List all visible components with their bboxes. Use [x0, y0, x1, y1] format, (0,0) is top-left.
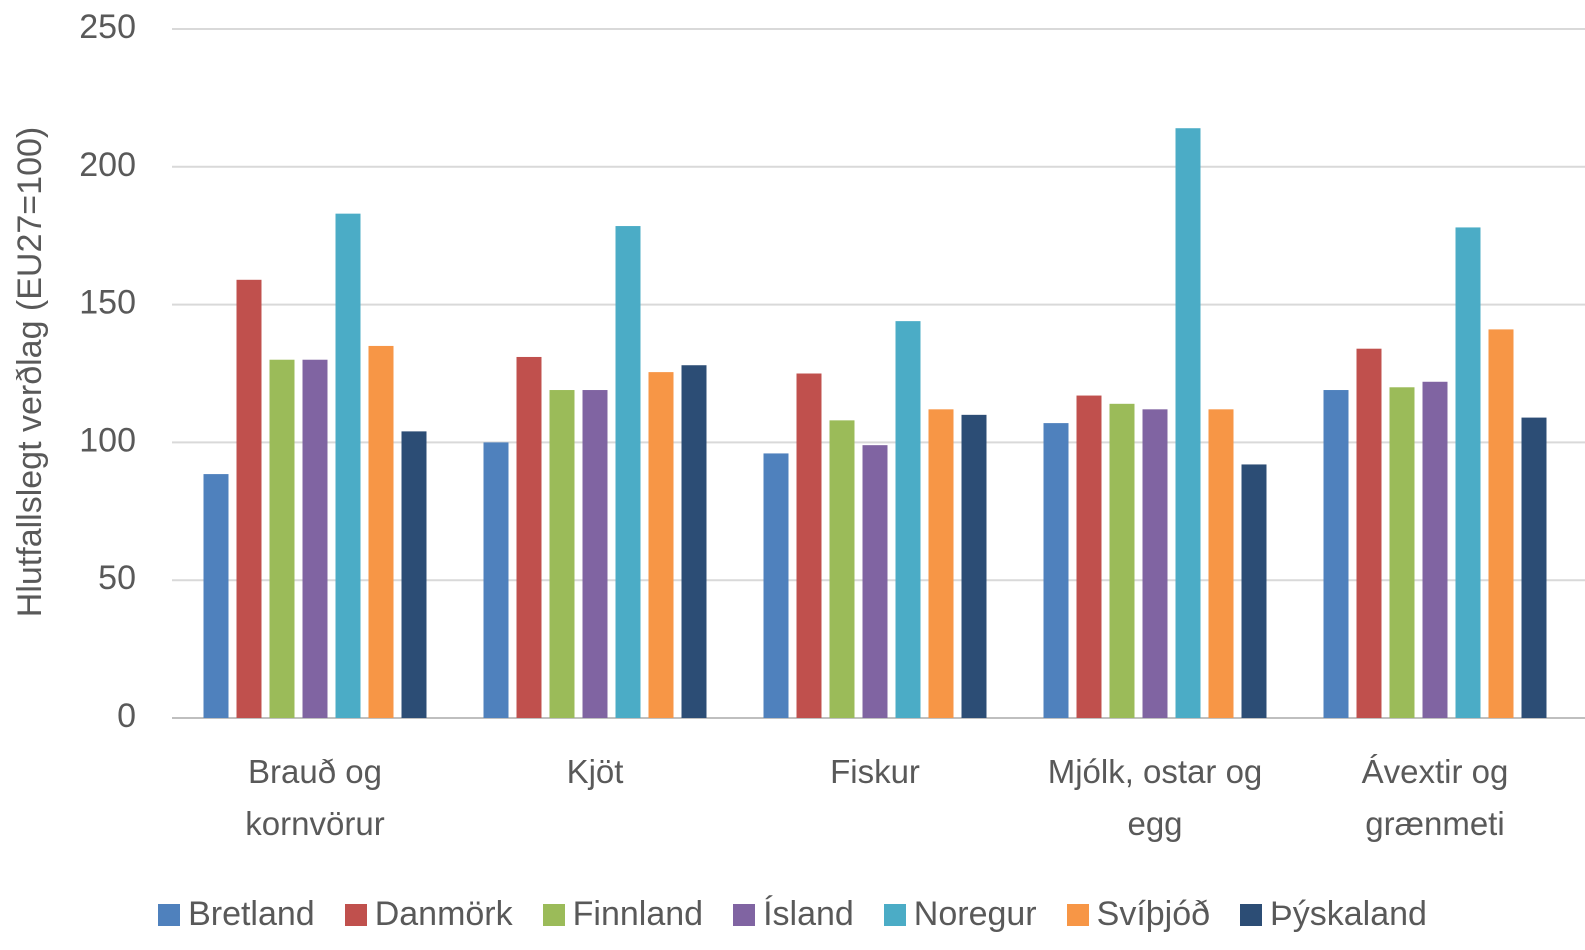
bar — [615, 226, 641, 718]
bar — [648, 372, 674, 718]
bar — [681, 365, 707, 718]
legend-item: Ísland — [733, 895, 854, 934]
legend-swatch — [1240, 903, 1263, 926]
legend-item: Danmörk — [344, 895, 513, 934]
bar — [1488, 329, 1514, 718]
legend-label: Ísland — [763, 895, 854, 933]
legend-item: Þýskaland — [1240, 895, 1427, 934]
x-tick-label: Kjöt — [566, 753, 624, 790]
bar — [895, 321, 921, 718]
legend-swatch — [344, 903, 367, 926]
bar — [1422, 381, 1448, 718]
legend-item: Finnland — [542, 895, 704, 934]
bar — [335, 213, 361, 719]
bar — [582, 390, 608, 718]
bar — [203, 474, 229, 718]
legend-item: Bretland — [158, 895, 315, 934]
bar — [1241, 464, 1267, 718]
legend-swatch — [1066, 903, 1089, 926]
bar — [516, 356, 542, 718]
legend-label: Þýskaland — [1270, 895, 1427, 933]
y-tick-label: 0 — [117, 697, 136, 735]
legend-label: Noregur — [913, 895, 1037, 933]
legend-swatch — [883, 903, 906, 926]
bar — [1323, 390, 1349, 718]
bar — [1521, 417, 1547, 718]
bar — [1455, 227, 1481, 718]
legend-label: Finnland — [572, 895, 704, 933]
bar — [862, 445, 888, 718]
bar — [829, 420, 855, 718]
bar — [1142, 409, 1168, 718]
bar — [1109, 403, 1135, 718]
bar — [961, 414, 987, 718]
legend-swatch — [542, 903, 565, 926]
bar — [483, 442, 509, 718]
legend-label: Bretland — [188, 895, 315, 933]
bar — [796, 373, 822, 718]
x-tick-label: Mjólk, ostar og egg — [1047, 753, 1263, 842]
bar — [401, 431, 427, 718]
y-tick-label: 150 — [79, 284, 136, 322]
y-axis-label: Hlutfallslegt verðlag (EU27=100) — [11, 127, 49, 617]
bar — [1208, 409, 1234, 718]
x-tick-label: Fiskur — [830, 753, 920, 790]
bar — [1043, 423, 1069, 718]
y-tick-label: 200 — [79, 146, 136, 184]
x-tick-label: Brauð og kornvörur — [245, 753, 385, 842]
bar — [302, 359, 328, 718]
bar — [269, 359, 295, 718]
bar — [549, 390, 575, 718]
bar — [368, 345, 394, 718]
bar — [1389, 387, 1415, 718]
bar — [763, 453, 789, 718]
legend-label: Danmörk — [374, 895, 513, 933]
x-tick-label: Ávextir og grænmeti — [1361, 753, 1509, 842]
legend: Bretland Danmörk Finnland Ísland Noregur Svíþ… — [0, 895, 1585, 934]
bar — [1175, 128, 1201, 718]
legend-item: Svíþjóð — [1066, 895, 1211, 934]
y-tick-label: 50 — [98, 559, 136, 597]
y-tick-label: 250 — [79, 8, 136, 46]
legend-swatch — [158, 903, 181, 926]
bar — [1356, 348, 1382, 718]
legend-label: Svíþjóð — [1096, 895, 1211, 933]
bar — [1076, 395, 1102, 718]
bar — [928, 409, 954, 718]
bar — [236, 279, 262, 718]
legend-swatch — [733, 903, 756, 926]
legend-item: Noregur — [883, 895, 1037, 934]
y-tick-label: 100 — [79, 421, 136, 459]
